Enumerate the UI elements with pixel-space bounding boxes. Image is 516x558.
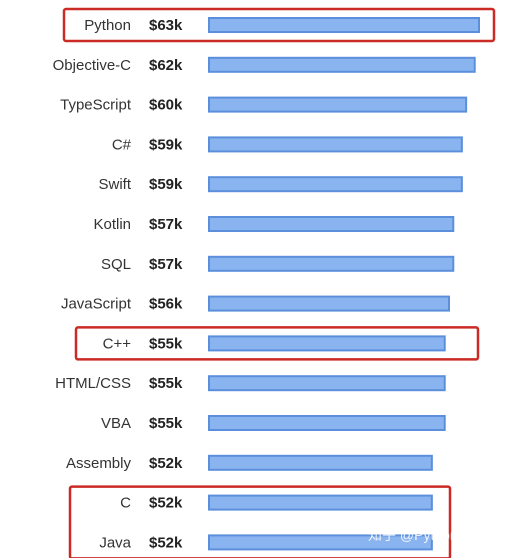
bar-row-python: Python $63k [84, 17, 480, 34]
category-label: SQL [101, 256, 131, 273]
bar-row-c: C++ $55k [103, 335, 446, 352]
value-label: $60k [149, 97, 183, 114]
bar-row-c: C $52k [120, 494, 433, 512]
category-label: C# [112, 136, 132, 153]
value-label: $52k [149, 455, 183, 472]
category-label: Kotlin [93, 216, 131, 233]
bar [208, 255, 455, 272]
highlight-boxes [62, 7, 496, 558]
bar-row-assembly: Assembly $52k [66, 454, 433, 472]
chart-rows: Python $63k Objective-C $62k TypeScript $60k C… [53, 17, 480, 551]
value-label: $55k [149, 415, 183, 432]
bar [208, 335, 446, 352]
bar [208, 454, 433, 471]
value-label: $52k [149, 495, 183, 512]
watermark: 知乎 @Python-Jack [368, 527, 492, 543]
category-label: Swift [98, 176, 131, 193]
bar [208, 494, 433, 511]
bar [208, 216, 455, 232]
category-label: C++ [103, 335, 132, 352]
value-label: $59k [149, 176, 183, 193]
category-label: Java [99, 534, 131, 551]
bar [208, 415, 446, 431]
bar-row-typescript: TypeScript $60k [60, 96, 468, 114]
bar [208, 534, 433, 551]
bar [208, 96, 468, 113]
bar-row-javascript: JavaScript $56k [61, 295, 450, 313]
value-label: $59k [149, 136, 183, 153]
bar [208, 176, 463, 193]
value-label: $55k [149, 375, 183, 392]
value-label: $56k [149, 296, 183, 313]
category-label: Assembly [66, 455, 132, 472]
bar-row-java: Java $52k [99, 534, 433, 551]
highlight-box [68, 485, 452, 558]
bar [208, 295, 450, 312]
highlight-box [62, 7, 496, 43]
category-label: JavaScript [61, 296, 132, 313]
value-label: $57k [149, 216, 183, 233]
category-label: Objective-C [53, 57, 132, 74]
category-label: Python [84, 17, 131, 34]
bar-row-c: C# $59k [112, 136, 463, 153]
category-label: VBA [101, 415, 131, 432]
category-label: C [120, 495, 131, 512]
bar-row-swift: Swift $59k [98, 176, 463, 193]
highlight-box [74, 326, 480, 361]
value-label: $62k [149, 57, 183, 74]
bar-row-html-css: HTML/CSS $55k [55, 375, 446, 392]
bar-row-vba: VBA $55k [101, 415, 446, 432]
value-label: $52k [149, 534, 183, 551]
value-label: $57k [149, 256, 183, 273]
category-label: TypeScript [60, 97, 132, 114]
bar-row-kotlin: Kotlin $57k [93, 216, 455, 233]
bar [208, 375, 446, 392]
bar [208, 136, 463, 153]
bar-row-objective-c: Objective-C $62k [53, 56, 476, 74]
bar-row-sql: SQL $57k [101, 255, 455, 273]
value-label: $55k [149, 335, 183, 352]
bar [208, 17, 480, 33]
category-label: HTML/CSS [55, 375, 131, 392]
value-label: $63k [149, 17, 183, 34]
bar [208, 56, 476, 73]
